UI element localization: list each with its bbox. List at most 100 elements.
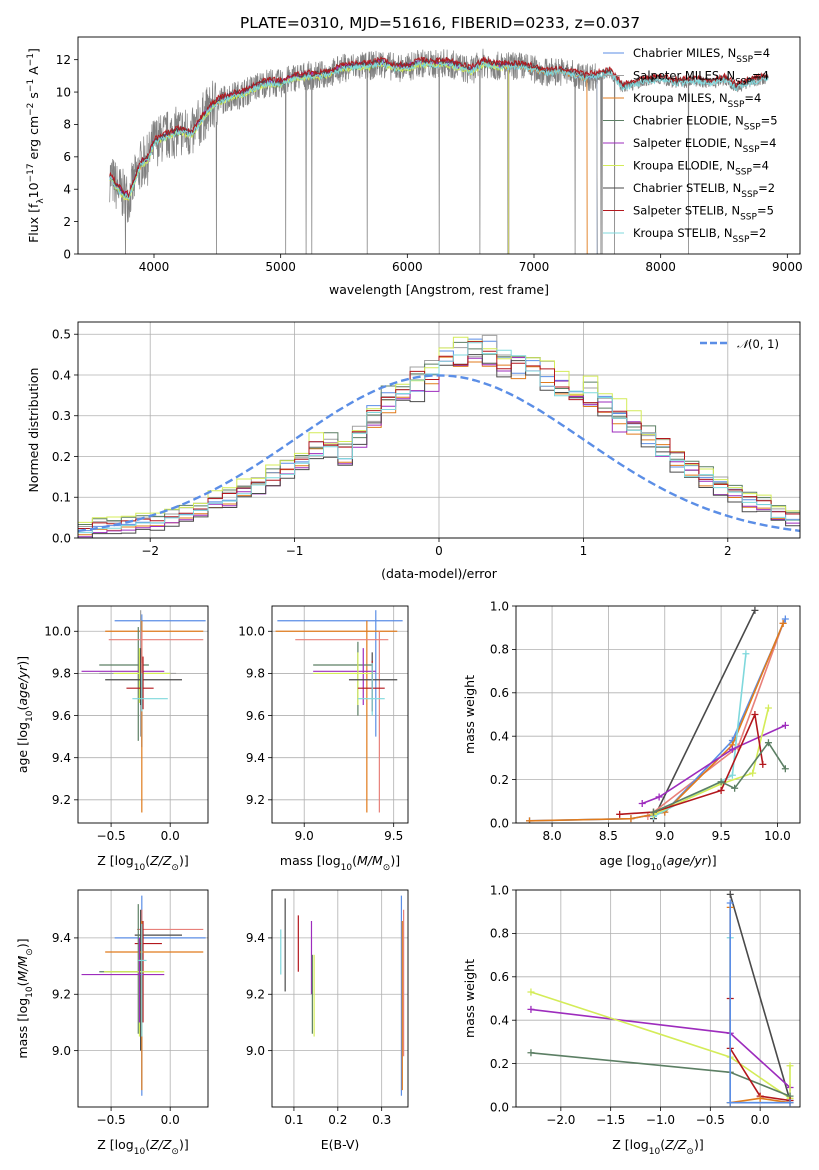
mass-weight-marker: [649, 808, 657, 816]
x-axis-label: age [log10(age/yr)]: [599, 853, 716, 873]
label-part: )]: [390, 853, 400, 868]
x-tick-label: 0.3: [372, 1113, 391, 1127]
x-tick-label: 0.2: [328, 1113, 347, 1127]
label-part: Flux [f: [26, 203, 41, 243]
mass-weight-marker: [751, 606, 759, 614]
label-part: SSP: [735, 168, 752, 178]
x-tick-label: 0.0: [161, 829, 180, 843]
mass-weight-marker: [786, 1099, 794, 1107]
x-axis-label: Z [log10(Z/Z⊙)]: [97, 853, 188, 873]
model-spectrum-line: [109, 60, 510, 254]
x-tick-label: 4000: [139, 260, 170, 274]
mass-weight-marker: [749, 769, 757, 777]
label-part: ⊙: [171, 1147, 179, 1157]
y-axis-label: mass weight: [462, 959, 477, 1038]
y-tick-label: 9.0: [246, 1044, 265, 1058]
label-part: ⊙: [171, 863, 179, 873]
mass-weight-marker: [781, 615, 789, 623]
label-part: =5: [757, 204, 774, 218]
x-tick-label: 9.5: [384, 829, 403, 843]
mass-weight-marker: [764, 739, 772, 747]
residuals-panel: −2 −1 0 1 2 0.0 0.1 0.2 0.3 0.4 0.5 𝒩(0, 1) (data-mo…: [26, 321, 801, 581]
y-tick-label: 9.0: [52, 1044, 71, 1058]
label-part: Salpeter ELODIE, N: [633, 136, 743, 150]
label-part: ]: [26, 48, 41, 53]
mass-weight-line: [529, 623, 784, 822]
label-part: SSP: [740, 213, 757, 223]
axes-frame: [271, 605, 409, 824]
label-part: M/M: [357, 853, 383, 868]
y-tick-label: 0.8: [490, 927, 509, 941]
label-part: −2: [26, 103, 36, 116]
y-tick-label: 0.2: [490, 773, 509, 787]
histogram-step-line: [78, 354, 800, 538]
mass-weight-marker: [726, 899, 734, 907]
y-tick-label: 0.2: [52, 450, 71, 464]
x-tick-label: −0.5: [97, 1113, 126, 1127]
mass-weight-line: [530, 991, 791, 1100]
model-spectrum-line: [109, 60, 769, 200]
y-tick-label: 0.8: [490, 643, 509, 657]
y-tick-label: 0.0: [52, 531, 71, 545]
mass-weight-marker: [726, 1099, 734, 1107]
x-tick-label: −2.0: [546, 1113, 575, 1127]
y-tick-label: 9.4: [246, 751, 265, 765]
x-axis-label: E(B-V): [321, 1137, 360, 1152]
label-part: Z/Z: [664, 1137, 687, 1152]
axes-frame: [77, 36, 801, 255]
y-tick-label: 0.0: [490, 1100, 509, 1114]
label-part: (0, 1): [748, 337, 779, 351]
label-part: Kroupa MILES, N: [633, 91, 728, 105]
y-tick-label: 9.2: [52, 793, 71, 807]
y-axis-label: Flux [fλ10−17 erg cm−2 s−1 A−1]: [26, 48, 46, 243]
label-part: 10: [651, 863, 663, 873]
y-tick-label: 4: [63, 183, 71, 197]
mass-weight-marker: [756, 1094, 764, 1102]
normal-distribution-curve: [78, 374, 800, 533]
label-part: Chabrier STELIB, N: [633, 181, 741, 195]
label-part: ⊙: [383, 863, 391, 873]
y-axis-label: age [log10(age/yr)]: [15, 656, 35, 773]
mass-weight-line: [729, 894, 791, 1101]
errorbar-plot-area: [280, 895, 405, 1096]
label-part: =4: [752, 159, 769, 173]
legend-entry: Kroupa ELODIE, NSSP=4: [633, 159, 769, 178]
histogram-step-line: [78, 334, 800, 527]
histogram-plot-area: [78, 334, 800, 538]
y-tick-label: 9.6: [246, 709, 265, 723]
figure-title: PLATE=0310, MJD=51616, FIBERID=0233, z=0…: [240, 14, 640, 32]
label-part: Chabrier MILES, N: [633, 46, 736, 60]
model-spectrum-line: [109, 58, 598, 254]
y-tick-label: 9.4: [52, 931, 71, 945]
model-spectrum-line: [109, 56, 769, 199]
y-tick-label: 9.2: [246, 793, 265, 807]
x-tick-label: −1: [286, 544, 304, 558]
x-tick-label: 2: [724, 544, 732, 558]
mass-weight-marker: [627, 815, 635, 823]
y-tick-label: 8: [63, 118, 71, 132]
y-tick-label: 0.1: [52, 491, 71, 505]
legend-entry: Salpeter MILES, NSSP=4: [633, 69, 769, 88]
model-spectrum-line: [109, 59, 510, 254]
x-tick-label: −0.5: [696, 1113, 725, 1127]
label-part: SSP: [733, 235, 750, 245]
y-tick-label: 10.0: [238, 625, 265, 639]
axes-frame: [77, 605, 209, 824]
y-tick-label: 9.4: [246, 931, 265, 945]
y-tick-label: 10: [56, 85, 71, 99]
label-part: (: [660, 1137, 665, 1152]
label-part: (: [352, 853, 357, 868]
age-vs-mass-panel: 9.0 9.5 9.2 9.4 9.6 9.8 10.0 mass [log10(M/M⊙)]: [238, 605, 409, 873]
axes-frame: [77, 889, 209, 1108]
y-axis-label: mass [log10(M/M⊙)]: [15, 938, 35, 1058]
label-part: =2: [758, 181, 775, 195]
y-tick-label: 0: [63, 247, 71, 261]
mass-weight-marker: [728, 771, 736, 779]
histogram-step-line: [78, 356, 800, 538]
label-part: )]: [707, 853, 717, 868]
label-part: ⊙: [686, 1147, 694, 1157]
label-part: Z [log: [612, 1137, 648, 1152]
x-tick-label: 5000: [265, 260, 296, 274]
y-tick-label: 0.4: [490, 730, 509, 744]
label-part: λ: [36, 198, 46, 204]
